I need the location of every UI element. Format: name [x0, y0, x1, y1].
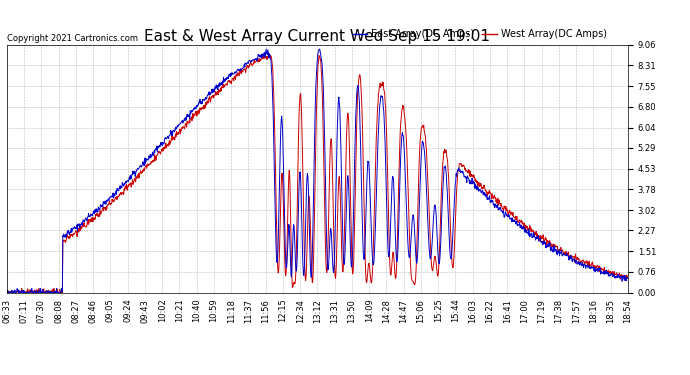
East Array(DC Amps)	[217, 82, 226, 87]
Legend: East Array(DC Amps), West Array(DC Amps): East Array(DC Amps), West Array(DC Amps)	[349, 25, 611, 43]
West Array(DC Amps)	[217, 89, 226, 93]
East Array(DC Amps)	[624, 276, 632, 280]
East Array(DC Amps)	[329, 270, 337, 275]
Text: Copyright 2021 Cartronics.com: Copyright 2021 Cartronics.com	[7, 33, 138, 42]
West Array(DC Amps)	[154, 153, 162, 157]
East Array(DC Amps)	[3, 290, 12, 295]
West Array(DC Amps)	[329, 225, 337, 229]
West Array(DC Amps)	[265, 52, 273, 57]
West Array(DC Amps)	[507, 211, 515, 215]
East Array(DC Amps)	[290, 225, 298, 229]
East Array(DC Amps)	[615, 276, 624, 280]
East Array(DC Amps)	[3, 288, 11, 292]
West Array(DC Amps)	[5, 290, 13, 295]
West Array(DC Amps)	[3, 288, 11, 293]
West Array(DC Amps)	[624, 276, 632, 281]
East Array(DC Amps)	[315, 47, 324, 51]
Title: East & West Array Current Wed Sep 15 19:01: East & West Array Current Wed Sep 15 19:…	[144, 29, 491, 44]
East Array(DC Amps)	[507, 219, 515, 224]
East Array(DC Amps)	[154, 144, 162, 148]
West Array(DC Amps)	[615, 271, 624, 275]
Line: East Array(DC Amps): East Array(DC Amps)	[7, 49, 628, 292]
Line: West Array(DC Amps): West Array(DC Amps)	[7, 54, 628, 292]
West Array(DC Amps)	[290, 281, 299, 286]
